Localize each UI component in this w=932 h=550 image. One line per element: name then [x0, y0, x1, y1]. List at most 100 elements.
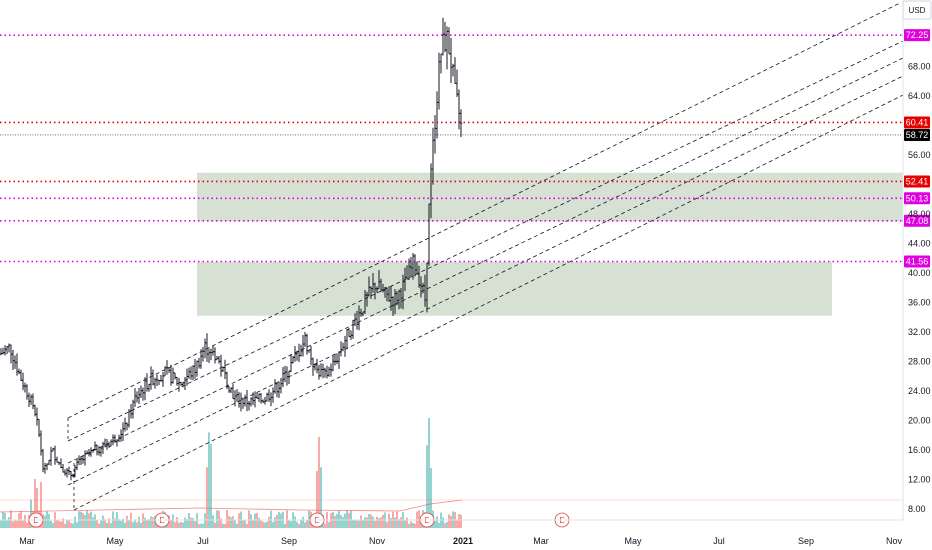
price-tick-label: 48.00	[908, 209, 931, 219]
volume-bar	[360, 515, 362, 528]
volume-bar	[372, 516, 374, 528]
channel-line	[67, 75, 904, 486]
time-tick-label: 2021	[453, 536, 473, 546]
price-tick-label: 40.00	[908, 268, 931, 278]
channel-line	[67, 40, 904, 442]
volume-bar	[114, 518, 116, 528]
volume-bar	[132, 522, 134, 528]
volume-bar	[340, 515, 342, 528]
price-tick-label: 36.00	[908, 298, 931, 308]
volume-bar	[192, 518, 194, 528]
volume-bar	[204, 513, 206, 528]
price-tick-label: 8.00	[908, 504, 926, 514]
volume-bar	[8, 517, 10, 528]
volume-bar	[222, 523, 224, 528]
volume-bar	[254, 513, 256, 528]
volume-bar	[26, 522, 28, 528]
volume-bar	[288, 520, 290, 528]
volume-bar	[86, 510, 88, 528]
volume-bar	[324, 523, 326, 528]
volume-bar	[24, 514, 26, 528]
volume-bar	[430, 467, 432, 528]
time-tick-label: Mar	[19, 536, 35, 546]
volume-bar	[22, 520, 24, 528]
volume-bar	[328, 522, 330, 528]
volume-bar	[94, 514, 96, 528]
volume-bar	[170, 519, 172, 528]
level-tag-label: 47.08	[906, 216, 929, 226]
price-bar	[459, 109, 463, 138]
channel-line	[73, 94, 904, 511]
volume-bar	[280, 513, 282, 528]
volume-bar	[122, 518, 124, 528]
volume-bar	[358, 520, 360, 528]
volume-bar	[76, 522, 78, 528]
volume-bar	[138, 516, 140, 528]
volume-bar	[236, 523, 238, 528]
volume-bar	[96, 519, 98, 528]
volume-bar	[366, 517, 368, 528]
volume-bar	[202, 523, 204, 528]
volume-bar	[248, 510, 250, 528]
volume-bar	[438, 522, 440, 528]
volume-bar	[294, 516, 296, 528]
volume-bar	[60, 521, 62, 528]
volume-bar	[6, 520, 8, 528]
volume-bar	[378, 518, 380, 528]
level-tag: 41.56	[904, 255, 930, 268]
volume-bar	[110, 523, 112, 528]
support-zone	[197, 261, 832, 316]
volume-bar	[302, 516, 304, 528]
time-tick-label: May	[624, 536, 642, 546]
volume-bar	[12, 521, 14, 528]
volume-bar	[10, 510, 12, 528]
level-tag: 72.25	[904, 29, 930, 42]
volume-bar	[382, 514, 384, 528]
level-tag: 52.41	[904, 175, 930, 188]
currency-box[interactable]: USD	[902, 0, 932, 20]
volume-bar	[318, 436, 320, 528]
volume-bar	[220, 518, 222, 528]
volume-bar	[172, 514, 174, 528]
level-tag: 50.13	[904, 192, 930, 205]
volume-bar	[306, 520, 308, 528]
volume-bar	[104, 519, 106, 528]
volume-bar	[184, 517, 186, 528]
level-tag-label: 60.41	[906, 117, 929, 127]
volume-bar	[264, 522, 266, 528]
volume-bar	[270, 510, 272, 528]
volume-bar	[344, 513, 346, 528]
volume-bar	[380, 517, 382, 528]
volume-bar	[228, 516, 230, 528]
volume-bar	[128, 519, 130, 528]
volume-bar	[92, 517, 94, 528]
volume-bar	[296, 521, 298, 528]
volume-bar	[258, 517, 260, 528]
volume-bar	[16, 520, 18, 528]
price-tick-label: 20.00	[908, 416, 931, 426]
volume-bar	[426, 445, 428, 528]
volume-bar	[4, 513, 6, 528]
volume-bar	[174, 522, 176, 528]
time-axis[interactable]: Mar May Jul Sep Nov 2021 Mar May Jul Sep Nov	[0, 519, 903, 546]
volume-bar	[210, 443, 212, 528]
current-price-label: 58.72	[906, 130, 929, 140]
time-tick-label: Jul	[713, 536, 725, 546]
volume-bar	[56, 520, 58, 528]
volume-bar	[336, 514, 338, 528]
volume-bar	[460, 514, 462, 528]
volume-bar	[188, 513, 190, 528]
volume-bar	[260, 520, 262, 528]
volume-bar	[102, 515, 104, 528]
currency-box-border	[902, 0, 932, 20]
volume-bar	[346, 510, 348, 528]
volume-bar	[148, 519, 150, 528]
price-bars	[0, 17, 463, 481]
price-axis[interactable]: 8.00 12.00 16.00 20.00 24.00 28.00 32.00 36.00 4…	[902, 0, 931, 520]
level-tag-label: 72.25	[906, 30, 929, 40]
volume-bar	[36, 487, 38, 528]
time-tick-label: May	[106, 536, 124, 546]
price-tick-label: 24.00	[908, 386, 931, 396]
volume-bar	[70, 522, 72, 528]
